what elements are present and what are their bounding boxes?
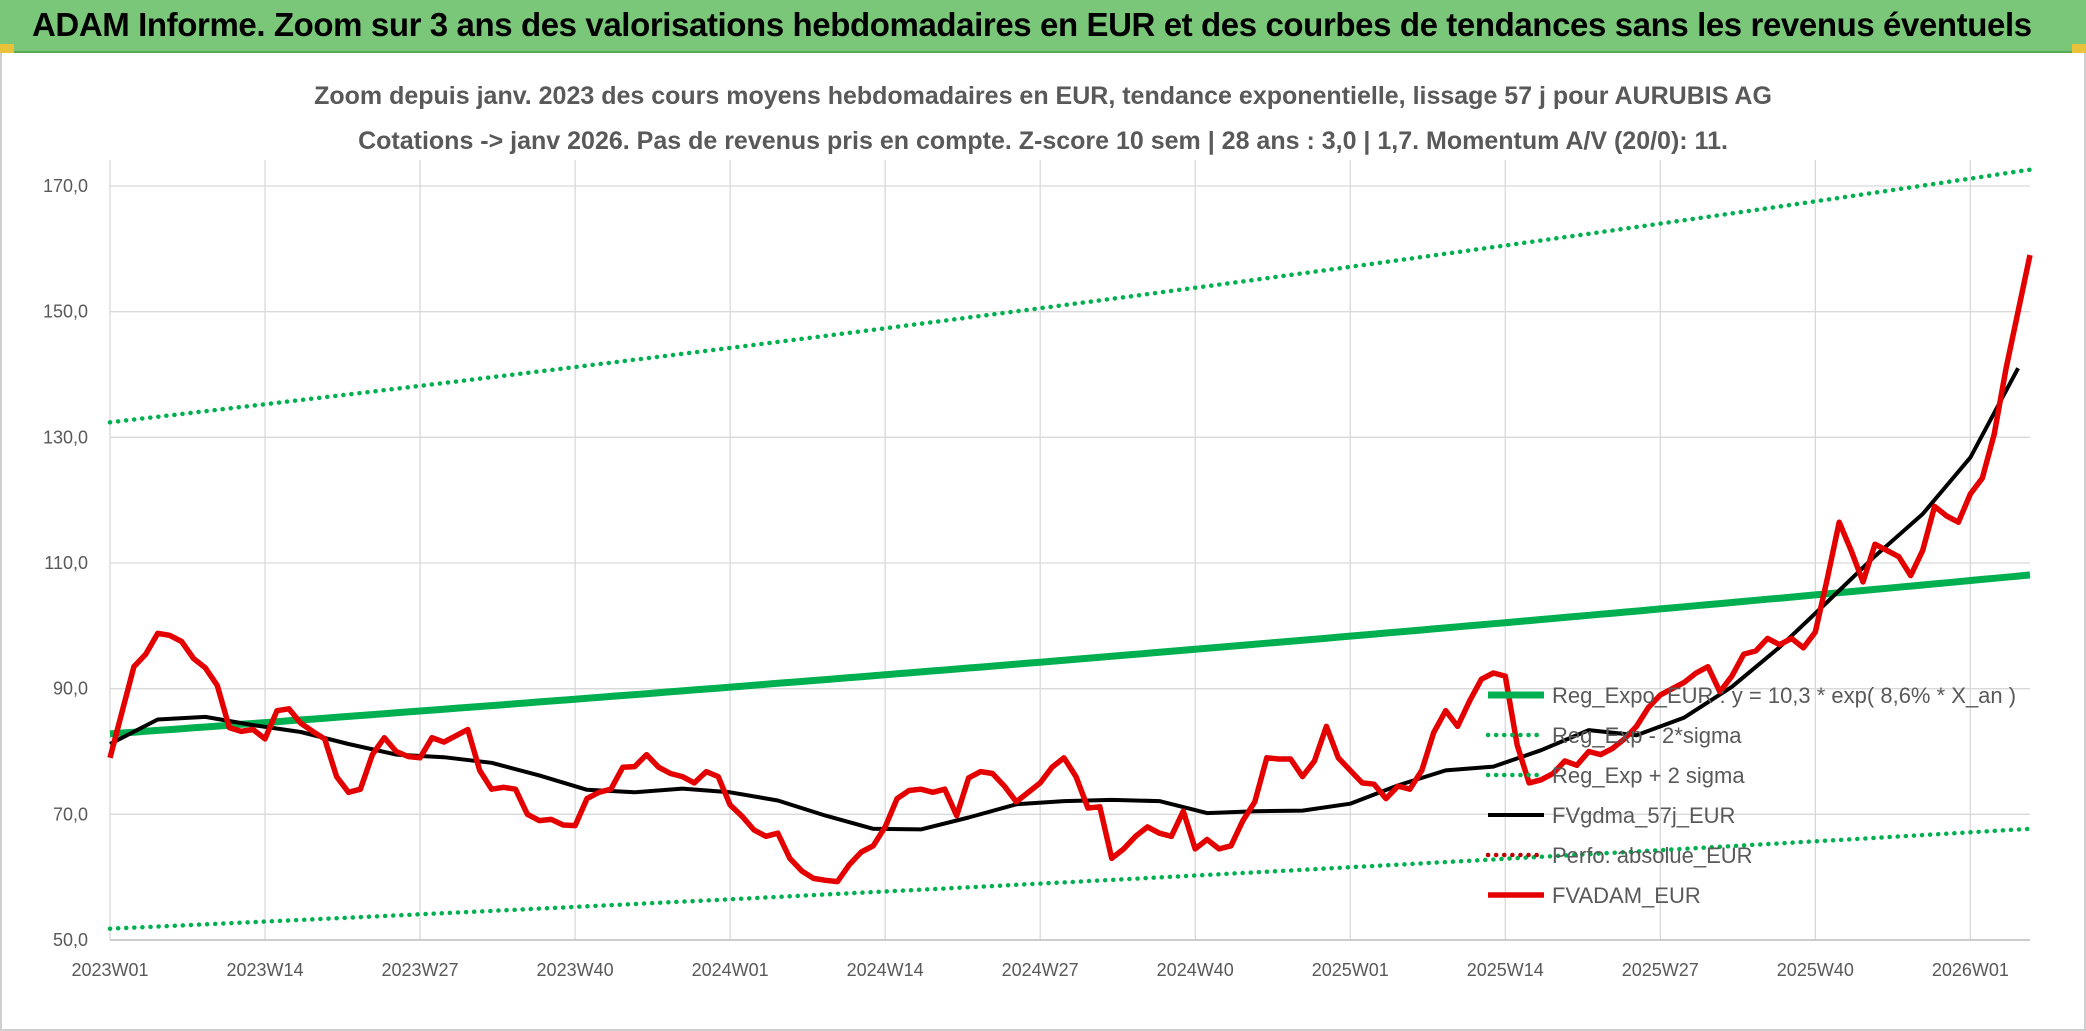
x-tick-label: 2026W01 — [1932, 960, 2009, 980]
y-tick-label: 50,0 — [53, 930, 88, 950]
x-tick-label: 2025W01 — [1312, 960, 1389, 980]
x-tick-label: 2023W14 — [226, 960, 303, 980]
x-tick-label: 2023W27 — [382, 960, 459, 980]
y-tick-label: 110,0 — [44, 553, 88, 573]
series-line-6 — [107, 254, 2033, 885]
x-tick-label: 2024W14 — [847, 960, 924, 980]
x-tick-label: 2025W40 — [1777, 960, 1854, 980]
series-line-4 — [109, 367, 2020, 832]
banner-accent-right — [2072, 44, 2086, 53]
x-tick-label: 2024W27 — [1002, 960, 1079, 980]
x-tick-label: 2024W01 — [692, 960, 769, 980]
x-tick-label: 2023W40 — [537, 960, 614, 980]
legend-label: FVADAM_EUR — [1552, 883, 1701, 908]
series-line-2 — [107, 826, 2033, 931]
banner-accent-left — [0, 44, 14, 53]
y-tick-label: 90,0 — [53, 679, 88, 699]
x-tick-label: 2024W40 — [1157, 960, 1234, 980]
x-tick-label: 2025W27 — [1622, 960, 1699, 980]
series-line-1 — [109, 571, 2031, 738]
y-tick-label: 150,0 — [43, 302, 88, 322]
legend: Reg_Expo_EUR : y = 10,3 * exp( 8,6% * X_… — [1485, 683, 2016, 908]
legend-label: Reg_Expo_EUR : y = 10,3 * exp( 8,6% * X_… — [1552, 683, 2016, 708]
report-title: ADAM Informe. Zoom sur 3 ans des valoris… — [32, 6, 2032, 43]
chart-title: Zoom depuis janv. 2023 des cours moyens … — [314, 82, 1772, 110]
report-banner: ADAM Informe. Zoom sur 3 ans des valoris… — [0, 0, 2086, 53]
gridlines — [109, 160, 2030, 941]
y-tick-label: 130,0 — [43, 427, 88, 447]
legend-label: Reg_Exp + 2 sigma — [1552, 763, 1745, 788]
legend-label: Perfo. absolue_EUR — [1552, 843, 1753, 868]
chart-subtitle: Cotations -> janv 2026. Pas de revenus p… — [358, 127, 1728, 155]
x-tick-label: 2023W01 — [71, 960, 148, 980]
y-tick-label: 70,0 — [53, 804, 88, 824]
legend-label: FVgdma_57j_EUR — [1552, 803, 1735, 828]
series-line-3 — [107, 167, 2033, 425]
series-lines — [107, 167, 2033, 931]
y-tick-label: 170,0 — [43, 176, 88, 196]
x-axis-ticks: 2023W01 2023W14 2023W27 2023W40 2024W01 2024W… — [71, 960, 2008, 980]
y-axis-ticks: 50,0 70,0 90,0 110,0 130,0 150,0 170,0 — [43, 176, 88, 950]
x-tick-label: 2025W14 — [1467, 960, 1544, 980]
legend-label: Reg_Exp - 2*sigma — [1552, 723, 1742, 748]
